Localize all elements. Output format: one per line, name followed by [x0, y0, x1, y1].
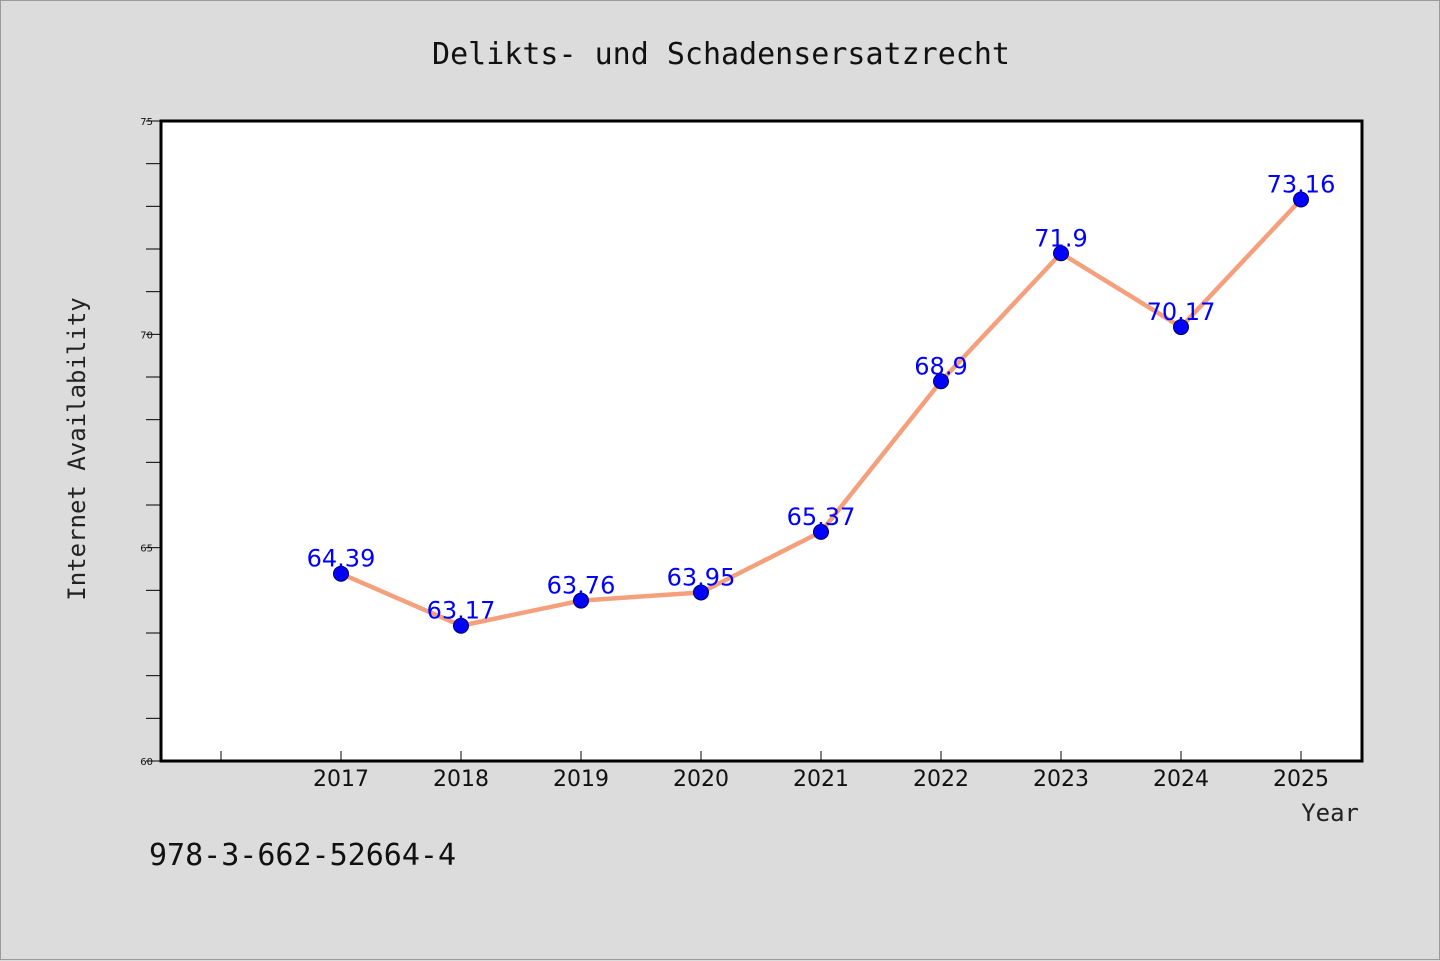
series-layer: [333, 191, 1309, 634]
isbn-footnote: 978-3-662-52664-4: [149, 838, 456, 873]
data-label: 64.39: [307, 545, 376, 573]
data-point: [1173, 319, 1189, 336]
x-tick-label: 2022: [913, 767, 969, 792]
y-tick-label: 65: [140, 544, 153, 555]
y-axis-label: Internet Availability: [63, 297, 91, 600]
data-point: [453, 617, 469, 634]
y-axis: 60 65 70 75: [140, 117, 161, 768]
x-tick-label: 2020: [673, 767, 729, 792]
data-label: 63.76: [547, 572, 616, 600]
y-tick-label: 75: [140, 117, 153, 128]
y-tick-label: 60: [140, 757, 153, 768]
data-label: 70.17: [1147, 298, 1216, 326]
data-point: [1053, 245, 1069, 262]
data-label: 65.37: [787, 503, 856, 531]
data-point: [693, 584, 709, 601]
y-tick-label: 70: [140, 330, 153, 341]
data-label: 63.95: [667, 563, 736, 591]
x-axis: 2017 2018 2019 2020 2021 2022 2023 2024 2025: [220, 751, 1329, 792]
data-point: [333, 565, 349, 582]
data-label: 71.9: [1034, 224, 1087, 252]
x-tick-label: 2021: [793, 767, 849, 792]
data-point: [1293, 191, 1309, 208]
x-tick-label: 2019: [553, 767, 609, 792]
data-point: [573, 592, 589, 609]
chart-title: Delikts- und Schadensersatzrecht: [432, 37, 1010, 72]
plot-area: [159, 119, 1364, 763]
x-tick-label: 2018: [433, 767, 489, 792]
data-labels: 64.39 63.17 63.76 63.95 65.37 68.9 71.9 70.17 73…: [307, 171, 1336, 625]
x-tick-label: 2025: [1273, 767, 1329, 792]
x-tick-label: 2023: [1033, 767, 1089, 792]
data-label: 63.17: [427, 597, 496, 625]
data-label: 68.9: [914, 352, 967, 380]
data-point: [933, 373, 949, 390]
x-axis-label: Year: [1301, 799, 1359, 827]
x-tick-label: 2024: [1153, 767, 1209, 792]
data-label: 73.16: [1267, 171, 1336, 199]
x-tick-label: 2017: [313, 767, 369, 792]
data-point: [813, 523, 829, 540]
